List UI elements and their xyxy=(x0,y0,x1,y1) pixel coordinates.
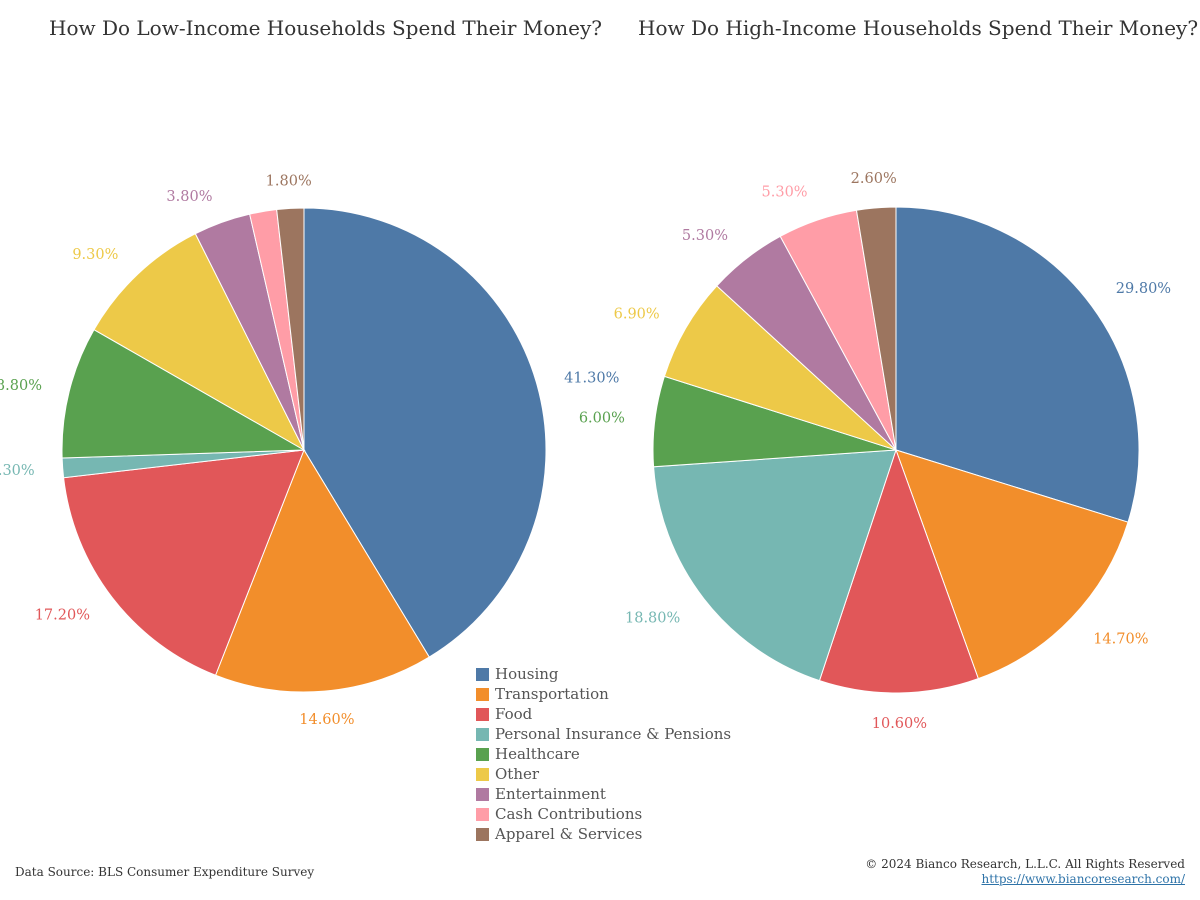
legend-label: Healthcare xyxy=(495,745,580,763)
chart-title-low-income: How Do Low-Income Households Spend Their… xyxy=(49,16,602,40)
data-label-other: 6.90% xyxy=(614,306,660,322)
legend-swatch xyxy=(476,827,489,841)
website-link[interactable]: https://www.biancoresearch.com/ xyxy=(981,872,1185,886)
slice-food xyxy=(63,449,305,676)
legend-item-cash-contributions: Cash Contributions xyxy=(476,804,731,824)
slice-housing xyxy=(303,207,547,658)
data-label-entertainment: 3.80% xyxy=(166,189,212,205)
legend-label: Transportation xyxy=(495,685,609,703)
legend: Housing Transportation Food Personal Insura… xyxy=(476,664,731,844)
legend-item-healthcare: Healthcare xyxy=(476,744,731,764)
legend-item-housing: Housing xyxy=(476,664,731,684)
slice-personal-insurance-pensions xyxy=(653,449,897,682)
data-label-food: 17.20% xyxy=(35,608,90,624)
legend-item-personal-insurance-pensions: Personal Insurance & Pensions xyxy=(476,724,731,744)
pie-high-income: 29.80% 14.70% 10.60% 18.80% 6.00% 6.90% 5.30% 5… xyxy=(579,171,1171,732)
data-label-personal-insurance-pensions: 18.80% xyxy=(625,610,680,626)
copyright: © 2024 Bianco Research, L.L.C. All Right… xyxy=(865,857,1185,871)
slice-other xyxy=(93,233,306,452)
legend-item-apparel-services: Apparel & Services xyxy=(476,824,731,844)
legend-swatch xyxy=(476,727,489,741)
slice-transportation xyxy=(214,448,430,693)
data-label-apparel-services: 1.80% xyxy=(266,173,312,189)
legend-item-entertainment: Entertainment xyxy=(476,784,731,804)
data-label-personal-insurance-pensions: 1.30% xyxy=(0,463,35,479)
chart-title-high-income: How Do High-Income Households Spend Thei… xyxy=(638,16,1199,40)
slice-transportation xyxy=(895,449,1129,680)
data-label-transportation: 14.60% xyxy=(299,712,354,728)
slice-healthcare xyxy=(61,328,306,459)
data-label-entertainment: 5.30% xyxy=(682,228,728,244)
slice-apparel-services xyxy=(855,206,897,451)
data-label-apparel-services: 2.60% xyxy=(851,171,897,187)
legend-label: Other xyxy=(495,765,540,783)
slice-food xyxy=(818,448,979,694)
data-label-cash-contributions: 5.30% xyxy=(762,185,808,201)
legend-label: Food xyxy=(495,705,533,723)
data-label-healthcare: 8.80% xyxy=(0,378,42,394)
pie-low-income: 41.30% 14.60% 17.20% 1.30% 8.80% 9.30% 3.80% 1.… xyxy=(0,173,619,728)
legend-swatch xyxy=(476,747,489,761)
legend-swatch xyxy=(476,787,489,801)
slice-other xyxy=(663,285,897,451)
legend-swatch xyxy=(476,667,489,681)
legend-label: Cash Contributions xyxy=(495,805,643,823)
legend-swatch xyxy=(476,767,489,781)
legend-label: Apparel & Services xyxy=(495,825,643,843)
data-label-other: 9.30% xyxy=(72,247,118,263)
legend-swatch xyxy=(476,687,489,701)
legend-item-other: Other xyxy=(476,764,731,784)
legend-swatch xyxy=(476,807,489,821)
legend-label: Personal Insurance & Pensions xyxy=(495,725,732,743)
legend-item-food: Food xyxy=(476,704,731,724)
legend-label: Housing xyxy=(495,665,559,683)
data-label-transportation: 14.70% xyxy=(1093,632,1148,648)
slice-apparel-services xyxy=(276,207,305,451)
legend-label: Entertainment xyxy=(495,785,606,803)
credit-block: © 2024 Bianco Research, L.L.C. All Right… xyxy=(865,857,1185,887)
legend-swatch xyxy=(476,707,489,721)
legend-item-transportation: Transportation xyxy=(476,684,731,704)
data-label-housing: 29.80% xyxy=(1116,281,1171,297)
slice-housing xyxy=(895,206,1140,523)
data-label-healthcare: 6.00% xyxy=(579,411,625,427)
data-source: Data Source: BLS Consumer Expenditure Su… xyxy=(15,865,315,879)
data-label-food: 10.60% xyxy=(872,716,927,732)
data-label-housing: 41.30% xyxy=(564,371,619,387)
